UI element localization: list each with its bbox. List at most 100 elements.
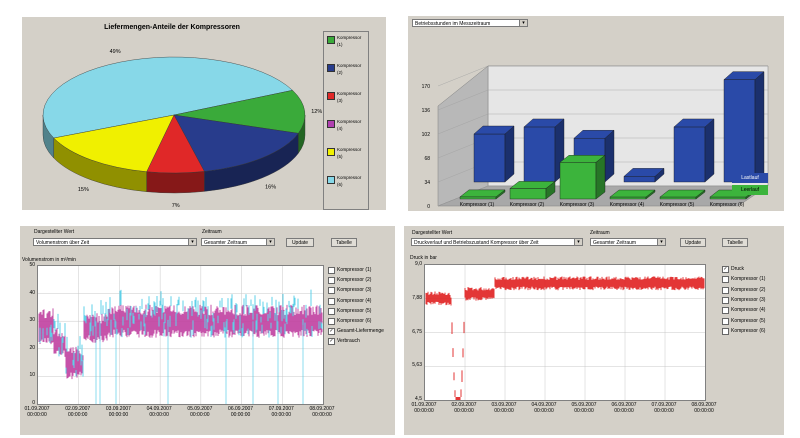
bar-legend: Lastlauf Leerlauf bbox=[732, 173, 768, 203]
checkbox[interactable] bbox=[722, 317, 729, 325]
range-select-text: Gesamter Zeitraum bbox=[204, 240, 248, 246]
update-button[interactable]: Update bbox=[680, 238, 706, 247]
x-tick-time: 00:00:00 bbox=[494, 408, 514, 414]
pie-legend: Kompressor (1) Kompressor (2) Kompressor (3) K… bbox=[323, 31, 369, 210]
checkbox[interactable] bbox=[328, 277, 335, 285]
checkbox[interactable]: ✓ bbox=[328, 338, 335, 346]
checkbox-label: Kompressor (6) bbox=[337, 318, 372, 324]
range-select[interactable]: Gesamter Zeitraum ▾ bbox=[590, 238, 666, 246]
chevron-down-icon: ▾ bbox=[519, 20, 527, 26]
range-label: Zeitraum bbox=[202, 229, 222, 235]
legend-swatch bbox=[327, 64, 335, 72]
legend-label: Kompressor bbox=[337, 91, 362, 96]
checkbox[interactable] bbox=[722, 327, 729, 335]
bar-panel: Betriebsstunden im Messzeitraum ▾ 0 34 68 1… bbox=[408, 16, 784, 211]
verbrauch-spikes bbox=[95, 321, 304, 404]
checkbox[interactable] bbox=[328, 307, 335, 315]
table-button[interactable]: Tabelle bbox=[722, 238, 748, 247]
y-tick-label: 68 bbox=[424, 156, 430, 162]
x-tick-date: 05.09.2007 bbox=[571, 402, 597, 408]
bar-lastlauf-top bbox=[673, 118, 715, 128]
y-tick-label: 0 bbox=[427, 204, 430, 210]
x-tick-date: 07.09.2007 bbox=[651, 402, 677, 408]
bar-leerlauf-top bbox=[659, 189, 706, 198]
chevron-down-icon: ▾ bbox=[574, 239, 582, 245]
checkbox[interactable] bbox=[722, 276, 729, 284]
x-tick-time: 00:00:00 bbox=[67, 412, 88, 418]
checkbox[interactable]: ✓ bbox=[722, 266, 729, 273]
series-druck bbox=[425, 276, 705, 400]
x-tick-date: 05.09.2007 bbox=[187, 406, 213, 412]
legend-swatch bbox=[327, 120, 335, 128]
checkbox[interactable]: ✓ bbox=[328, 328, 335, 336]
bar-leerlauf bbox=[509, 188, 547, 200]
checkbox[interactable] bbox=[722, 286, 729, 294]
checkbox[interactable] bbox=[722, 296, 729, 304]
range-select[interactable]: Gesamter Zeitraum ▾ bbox=[201, 238, 275, 246]
y-tick-label: 10 bbox=[29, 372, 35, 379]
y-tick-label: 102 bbox=[422, 132, 431, 138]
chevron-down-icon: ▾ bbox=[188, 239, 196, 245]
x-tick-label: Kompressor (2) bbox=[510, 202, 545, 208]
value-select[interactable]: Volumenstrom über Zeit ▾ bbox=[33, 238, 197, 246]
x-tick-date: 06.09.2007 bbox=[228, 406, 254, 412]
checkbox[interactable] bbox=[328, 318, 335, 325]
checkbox[interactable] bbox=[328, 297, 335, 305]
legend-number: (2) bbox=[337, 70, 343, 75]
bar-lastlauf bbox=[523, 126, 556, 183]
checkbox[interactable] bbox=[328, 267, 335, 274]
y-tick-label: 34 bbox=[424, 180, 430, 186]
pie-chart: 49% 12% 16% 7% 15% bbox=[42, 49, 322, 209]
bar-leerlauf-top bbox=[609, 189, 656, 198]
volume-panel: Dargestellter Wert Zeitraum Volumenstrom… bbox=[20, 226, 395, 435]
value-label: Dargestellter Wert bbox=[412, 230, 453, 236]
x-tick-date: 08.09.2007 bbox=[691, 402, 717, 408]
bar-metric-value: Betriebsstunden im Messzeitraum bbox=[415, 21, 491, 27]
x-tick-time: 00:00:00 bbox=[230, 412, 251, 418]
bar-leerlauf-side bbox=[595, 154, 606, 200]
checkbox[interactable] bbox=[328, 287, 335, 295]
bar-lastlauf-side bbox=[704, 118, 715, 183]
x-tick-time: 00:00:00 bbox=[574, 408, 594, 414]
checkbox-label: Kompressor (5) bbox=[337, 307, 372, 314]
legend-label: Kompressor bbox=[337, 35, 362, 40]
y-tick-label: 40 bbox=[29, 289, 35, 296]
x-tick-label: Kompressor (3) bbox=[560, 202, 595, 208]
pie-slice-label: 16% bbox=[265, 185, 276, 191]
x-tick-time: 00:00:00 bbox=[108, 412, 129, 418]
checkbox-label: Kompressor (5) bbox=[731, 317, 766, 324]
x-tick-time: 00:00:00 bbox=[454, 408, 474, 414]
bar-lastlauf bbox=[723, 79, 756, 183]
x-tick-date: 03.09.2007 bbox=[491, 402, 517, 408]
x-tick-time: 00:00:00 bbox=[27, 412, 47, 418]
bar-lastlauf-top bbox=[573, 130, 615, 139]
value-select[interactable]: Druckverlauf und Betriebszustand Kompres… bbox=[411, 238, 583, 246]
checkbox[interactable] bbox=[722, 307, 729, 315]
legend-number: (5) bbox=[337, 154, 343, 159]
x-tick-time: 00:00:00 bbox=[654, 408, 674, 414]
range-select-text: Gesamter Zeitraum bbox=[593, 240, 637, 246]
pie-slice-label: 12% bbox=[311, 109, 322, 115]
x-tick-date: 03.09.2007 bbox=[105, 406, 131, 412]
x-tick-time: 00:00:00 bbox=[534, 408, 554, 414]
checkbox-label: Kompressor (1) bbox=[337, 267, 372, 273]
x-tick-label: Kompressor (4) bbox=[610, 202, 645, 208]
legend-swatch bbox=[327, 176, 335, 184]
bar-chart: 0 34 68 102 136 170 Kompressor (1) Kompressor … bbox=[422, 65, 769, 210]
pie-slice bbox=[42, 56, 293, 139]
pie-slice bbox=[173, 90, 306, 134]
bar-metric-select[interactable]: Betriebsstunden im Messzeitraum ▾ bbox=[412, 19, 528, 27]
pressure-plot bbox=[424, 264, 706, 401]
bar-lastlauf-top bbox=[523, 118, 565, 128]
table-button[interactable]: Tabelle bbox=[331, 238, 357, 247]
checkbox-label: Druck bbox=[731, 266, 745, 272]
checkbox-label: Kompressor (4) bbox=[731, 307, 766, 314]
bar-leerlauf bbox=[559, 162, 597, 200]
legend-number: (1) bbox=[337, 42, 343, 47]
x-tick-date: 06.09.2007 bbox=[611, 402, 637, 408]
bar-lastlauf bbox=[623, 176, 656, 183]
value-label: Dargestellter Wert bbox=[34, 229, 75, 235]
checkbox-label: Kompressor (2) bbox=[731, 286, 766, 293]
legend-label: Kompressor bbox=[337, 119, 362, 124]
update-button[interactable]: Update bbox=[286, 238, 314, 247]
